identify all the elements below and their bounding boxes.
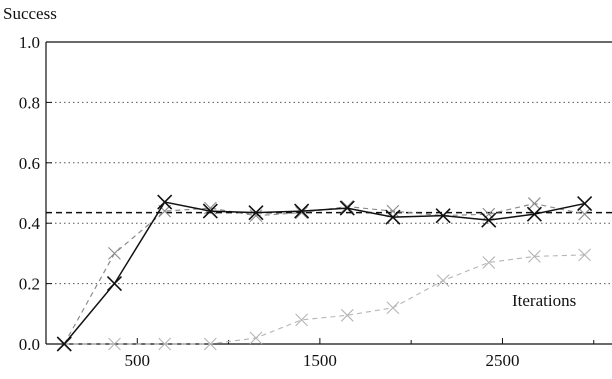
data-point-x-marker (340, 200, 354, 213)
marker-stroke (526, 206, 542, 222)
data-point-x-marker (339, 200, 355, 216)
series-line-dashed-lightgray-x (64, 254, 585, 345)
marker-stroke (482, 256, 496, 269)
marker-stroke (56, 336, 72, 352)
marker-stroke (386, 301, 400, 315)
data-point-x-marker (157, 194, 173, 210)
data-point-x-marker (203, 201, 217, 215)
data-point-x-marker (578, 248, 592, 262)
marker-stroke (340, 200, 354, 213)
data-point-x-marker (249, 331, 263, 345)
data-point-x-marker (578, 207, 592, 221)
marker-stroke (528, 197, 541, 210)
marker-stroke (386, 204, 400, 218)
x-tick-label: 2500 (485, 351, 519, 370)
marker-stroke (203, 201, 217, 215)
y-tick-label: 0.6 (19, 154, 40, 173)
y-tick-label: 1.0 (19, 33, 40, 52)
data-point-x-marker (294, 203, 310, 219)
data-point-x-marker (528, 197, 541, 210)
data-point-x-marker (386, 204, 400, 218)
marker-stroke (248, 205, 264, 221)
marker-stroke (157, 194, 173, 210)
marker-stroke (339, 200, 355, 216)
data-point-x-marker (482, 256, 496, 269)
data-point-x-marker (577, 196, 593, 212)
marker-stroke (482, 207, 496, 221)
marker-stroke (249, 331, 263, 345)
data-point-x-marker (482, 207, 496, 221)
y-tick-label: 0.4 (19, 214, 41, 233)
marker-stroke (577, 196, 593, 212)
data-point-x-marker (106, 276, 123, 292)
data-point-x-marker (481, 212, 497, 228)
marker-stroke (528, 250, 541, 263)
marker-stroke (108, 247, 121, 260)
marker-stroke (202, 203, 218, 219)
data-point-x-marker (249, 209, 263, 223)
series-line-solid-black-x (63, 201, 585, 345)
y-tick-label: 0.8 (19, 93, 40, 112)
data-point-x-marker (528, 250, 541, 263)
data-point-x-marker (202, 203, 218, 219)
marker-stroke (106, 276, 123, 292)
x-axis-label: Iterations (512, 291, 576, 310)
data-point-x-marker (56, 336, 72, 352)
data-point-x-marker (295, 313, 309, 327)
y-tick-label: 0.2 (19, 275, 40, 294)
marker-stroke (295, 313, 309, 327)
data-point-x-marker (158, 337, 172, 351)
marker-stroke (108, 337, 121, 351)
marker-stroke (158, 337, 172, 351)
marker-stroke (578, 248, 592, 262)
data-point-x-marker (108, 337, 121, 351)
marker-stroke (340, 308, 354, 322)
series-layer (56, 194, 593, 352)
marker-stroke (436, 274, 450, 287)
x-tick-label: 500 (125, 351, 151, 370)
data-point-x-marker (340, 308, 354, 322)
series-line-dashed-gray-x (63, 202, 585, 345)
data-point-x-marker (108, 247, 121, 260)
data-point-x-marker (526, 206, 542, 222)
y-tick-label: 0.0 (19, 335, 40, 354)
marker-stroke (481, 212, 497, 228)
marker-stroke (249, 209, 263, 223)
marker-stroke (435, 208, 451, 224)
data-point-x-marker (203, 337, 217, 351)
marker-stroke (295, 206, 309, 220)
marker-stroke (294, 203, 310, 219)
x-tick-label: 1500 (303, 351, 337, 370)
data-point-x-marker (385, 209, 401, 225)
marker-stroke (203, 337, 217, 351)
data-point-x-marker (436, 274, 450, 287)
data-point-x-marker (248, 205, 264, 221)
data-point-x-marker (295, 206, 309, 220)
marker-stroke (385, 209, 401, 225)
marker-stroke (578, 207, 592, 221)
labels-layer: Success Iterations 0.0 0.2 0.4 0.6 0.8 1.0 500… (3, 4, 576, 370)
data-point-x-marker (386, 301, 400, 315)
y-axis-label: Success (3, 4, 57, 23)
data-point-x-marker (435, 208, 451, 224)
